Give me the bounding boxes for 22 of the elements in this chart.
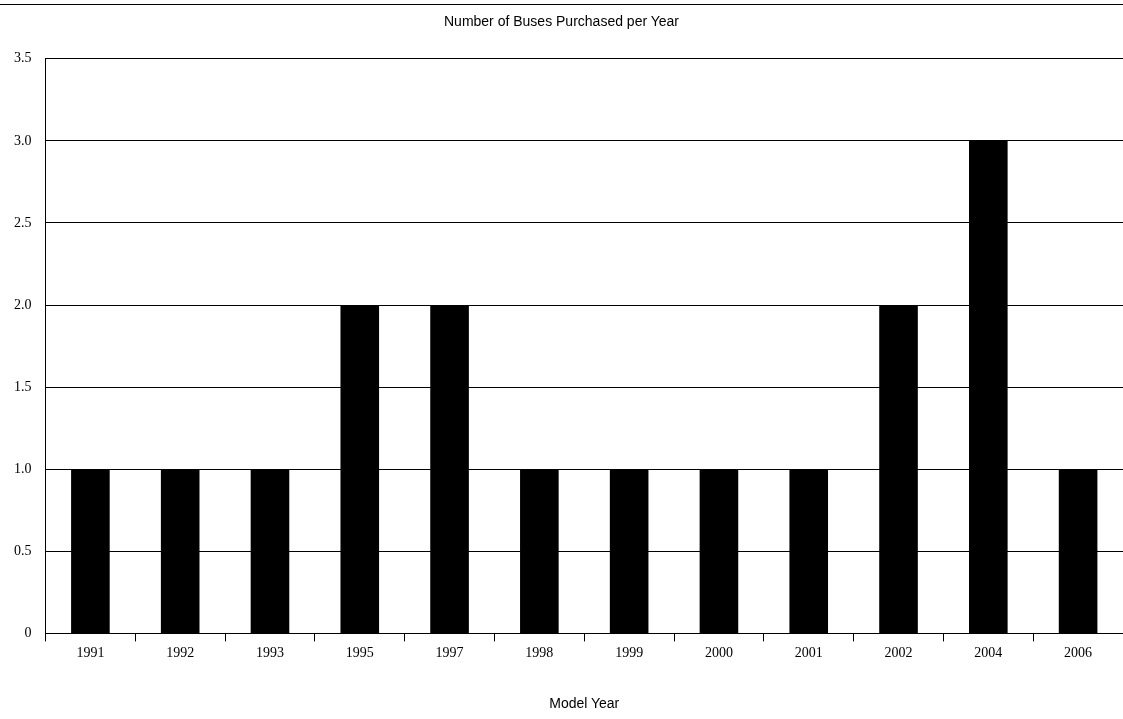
x-tick-label: 1993 (255, 645, 284, 661)
y-tick-label: 3.5 (14, 50, 32, 66)
x-tick-label: 1991 (76, 645, 105, 661)
x-tick-label: 1998 (525, 645, 554, 661)
x-tick-label: 2001 (794, 645, 823, 661)
y-tick-label: 1.0 (14, 460, 32, 476)
y-tick-label: 0.5 (14, 542, 32, 558)
x-tick-label: 2002 (884, 645, 913, 661)
x-tick-label: 1992 (166, 645, 195, 661)
y-tick-label: 0 (24, 625, 32, 641)
x-tick-label: 1999 (615, 645, 644, 661)
x-axis-title: Model Year (549, 695, 620, 712)
y-tick-label: 1.5 (14, 378, 32, 394)
x-tick-label: 2004 (974, 645, 1003, 661)
y-tick-label: 2.0 (14, 296, 32, 312)
chart-title: Number of Buses Purchased per Year (443, 13, 680, 30)
y-tick-label: 3.0 (14, 132, 32, 148)
x-tick-label: 1997 (435, 645, 464, 661)
x-tick-label: 1995 (345, 645, 374, 661)
x-tick-label: 2000 (704, 645, 733, 661)
y-tick-label: 2.5 (14, 214, 32, 230)
x-tick-label: 2006 (1064, 645, 1093, 661)
